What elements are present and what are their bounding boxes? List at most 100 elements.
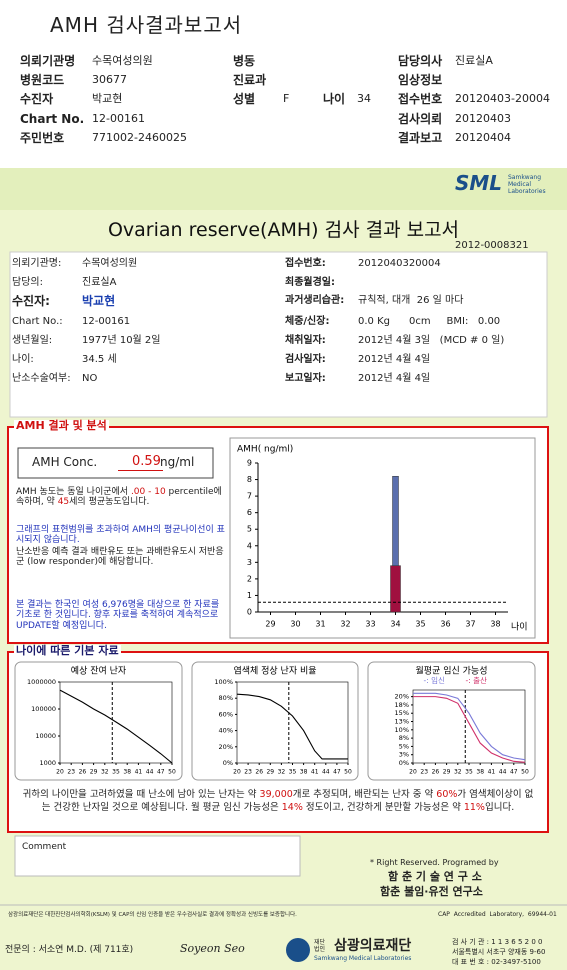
- y-tick-label: 8%: [399, 734, 409, 742]
- x-tick-label: 50: [521, 769, 529, 776]
- field-label: 주민번호: [20, 131, 65, 145]
- field-label: Chart No.: [20, 112, 85, 126]
- x-tick-label: 35: [465, 769, 473, 776]
- y-tick-label: 5: [247, 525, 252, 534]
- patient-label: Chart No.:: [12, 316, 63, 327]
- y-tick-label: 60%: [219, 710, 233, 718]
- patient-value: 0.0 Kg 0cm BMI: 0.00: [358, 316, 501, 327]
- logo-sub: Samkwang: [508, 174, 541, 181]
- patient-value: 2012040320004: [358, 258, 441, 269]
- section-heading: AMH 결과 및 분석: [14, 419, 109, 433]
- y-tick-label: 3: [247, 558, 252, 567]
- x-tick-label: 29: [443, 769, 451, 776]
- section-heading: 나이에 따른 기본 자료: [14, 644, 121, 658]
- x-tick-label: 23: [67, 769, 75, 776]
- text-run: 세의 평균농도입니다.: [69, 497, 150, 508]
- signature: Soyeon Seo: [180, 942, 245, 955]
- field-label: 의뢰기관명: [20, 54, 76, 68]
- bar-segment: [392, 475, 399, 566]
- x-tick-label: 38: [123, 769, 131, 776]
- chart-title: 월평균 임신 가능성: [416, 665, 488, 677]
- field-label: 결과보고: [398, 131, 443, 145]
- highlight: 11%: [463, 801, 485, 813]
- x-tick-label: 31: [315, 620, 325, 629]
- x-tick-label: 33: [365, 620, 375, 629]
- x-tick-label: 50: [344, 769, 352, 776]
- y-tick-label: 0%: [223, 759, 233, 767]
- field-value: 771002-2460025: [92, 131, 187, 144]
- credit: * Right Reserved. Programed by: [370, 858, 499, 867]
- patient-label: 접수번호:: [285, 258, 326, 269]
- y-tick-label: 80%: [219, 694, 233, 702]
- lab-name: 함춘 불임·유전 연구소: [380, 885, 483, 898]
- x-tick-label: 37: [465, 620, 475, 629]
- chart-frame: [367, 661, 536, 781]
- org-en: Samkwang Medical Laboratories: [314, 955, 412, 962]
- x-tick-label: 20: [409, 769, 417, 776]
- y-tick-label: 9: [247, 459, 252, 468]
- text-run: 정도이고, 건강하게 분만할 가능성은 약: [302, 801, 464, 813]
- patient-label: 채취일자:: [285, 335, 326, 346]
- field-value: 20120403: [455, 112, 511, 125]
- patient-value: 2012년 4월 4일: [358, 373, 431, 384]
- x-tick-label: 29: [265, 620, 275, 629]
- patient-value: 12-00161: [82, 316, 131, 327]
- x-tick-label: 38: [490, 620, 500, 629]
- x-tick-label: 47: [333, 769, 341, 776]
- x-tick-label: 38: [300, 769, 308, 776]
- x-tick-label: 38: [476, 769, 484, 776]
- y-tick-label: 10%: [395, 726, 409, 734]
- paragraph: AMH 농도는 동일 나이군에서 .00 - 10 percentile에 속하…: [16, 487, 228, 508]
- text-run: AMH 농도는 동일 나이군에서: [16, 487, 131, 497]
- chart-title: 염색체 정상 난자 비율: [233, 666, 316, 677]
- y-tick-label: 100%: [214, 678, 233, 686]
- text-run: 개로 추정되며, 배란되는 난자 중 약: [292, 789, 437, 800]
- field-value: 20120403-20004: [455, 92, 550, 105]
- org-logo: [286, 938, 310, 962]
- y-tick-label: 4: [247, 541, 252, 550]
- x-tick-label: 44: [322, 769, 330, 776]
- contact: 검 사 기 관 : 1 1 3 6 5 2 0 0: [452, 938, 543, 946]
- y-tick-label: 1000000: [27, 678, 56, 686]
- x-tick-label: 26: [255, 769, 263, 776]
- y-tick-label: 20%: [219, 743, 233, 751]
- patient-value: 2012년 4월 3일 (MCD # 0 일): [358, 335, 505, 346]
- chart-frame: [14, 661, 183, 781]
- x-tick-label: 41: [135, 769, 143, 776]
- series-line: [236, 693, 348, 760]
- x-tick-label: 23: [420, 769, 428, 776]
- logo: SML: [455, 171, 503, 195]
- field-label: 병동: [233, 54, 256, 68]
- x-tick-label: 36: [440, 620, 450, 629]
- patient-label: 과거생리습관:: [285, 295, 345, 306]
- field-label: 접수번호: [398, 92, 443, 106]
- contact: 대 표 번 호 : 02-3497-5100: [452, 958, 541, 966]
- field-label: 담당의사: [398, 54, 443, 68]
- patient-label: 체중/신장:: [285, 316, 330, 327]
- series-line: [59, 689, 173, 764]
- y-tick-label: 1000: [39, 759, 56, 767]
- y-axis-title: AMH( ng/ml): [237, 445, 293, 455]
- field-value: 수목여성의원: [92, 54, 153, 67]
- patient-label: 수진자:: [12, 294, 50, 308]
- doc-title: AMH 검사결과보고서: [50, 13, 243, 37]
- logo-sub: Medical: [508, 181, 531, 188]
- x-tick-label: 35: [415, 620, 425, 629]
- field-label: 임상정보: [398, 73, 443, 87]
- patient-value: NO: [82, 373, 98, 384]
- patient-value: 박교현: [82, 294, 116, 308]
- patient-value: 2012년 4월 4일: [358, 354, 431, 365]
- x-tick-label: 34: [390, 620, 400, 629]
- y-tick-label: 20%: [395, 693, 409, 701]
- contact: 서울특별시 서초구 양재동 9-60: [452, 948, 546, 956]
- report-band: [0, 168, 567, 210]
- bar-segment: [390, 565, 401, 613]
- field-value: 진료실A: [455, 54, 493, 67]
- certification: 삼광의료재단은 대한진단검사의학회(KSLM) 및 CAP의 신임 인증을 받은…: [8, 912, 297, 918]
- x-tick-label: 44: [499, 769, 507, 776]
- report-title: Ovarian reserve(AMH) 검사 결과 보고서: [107, 219, 460, 241]
- conc-unit: ng/ml: [160, 455, 195, 469]
- x-tick-label: 47: [157, 769, 165, 776]
- x-tick-label: 32: [101, 769, 109, 776]
- patient-value: 1977년 10월 2일: [82, 335, 161, 346]
